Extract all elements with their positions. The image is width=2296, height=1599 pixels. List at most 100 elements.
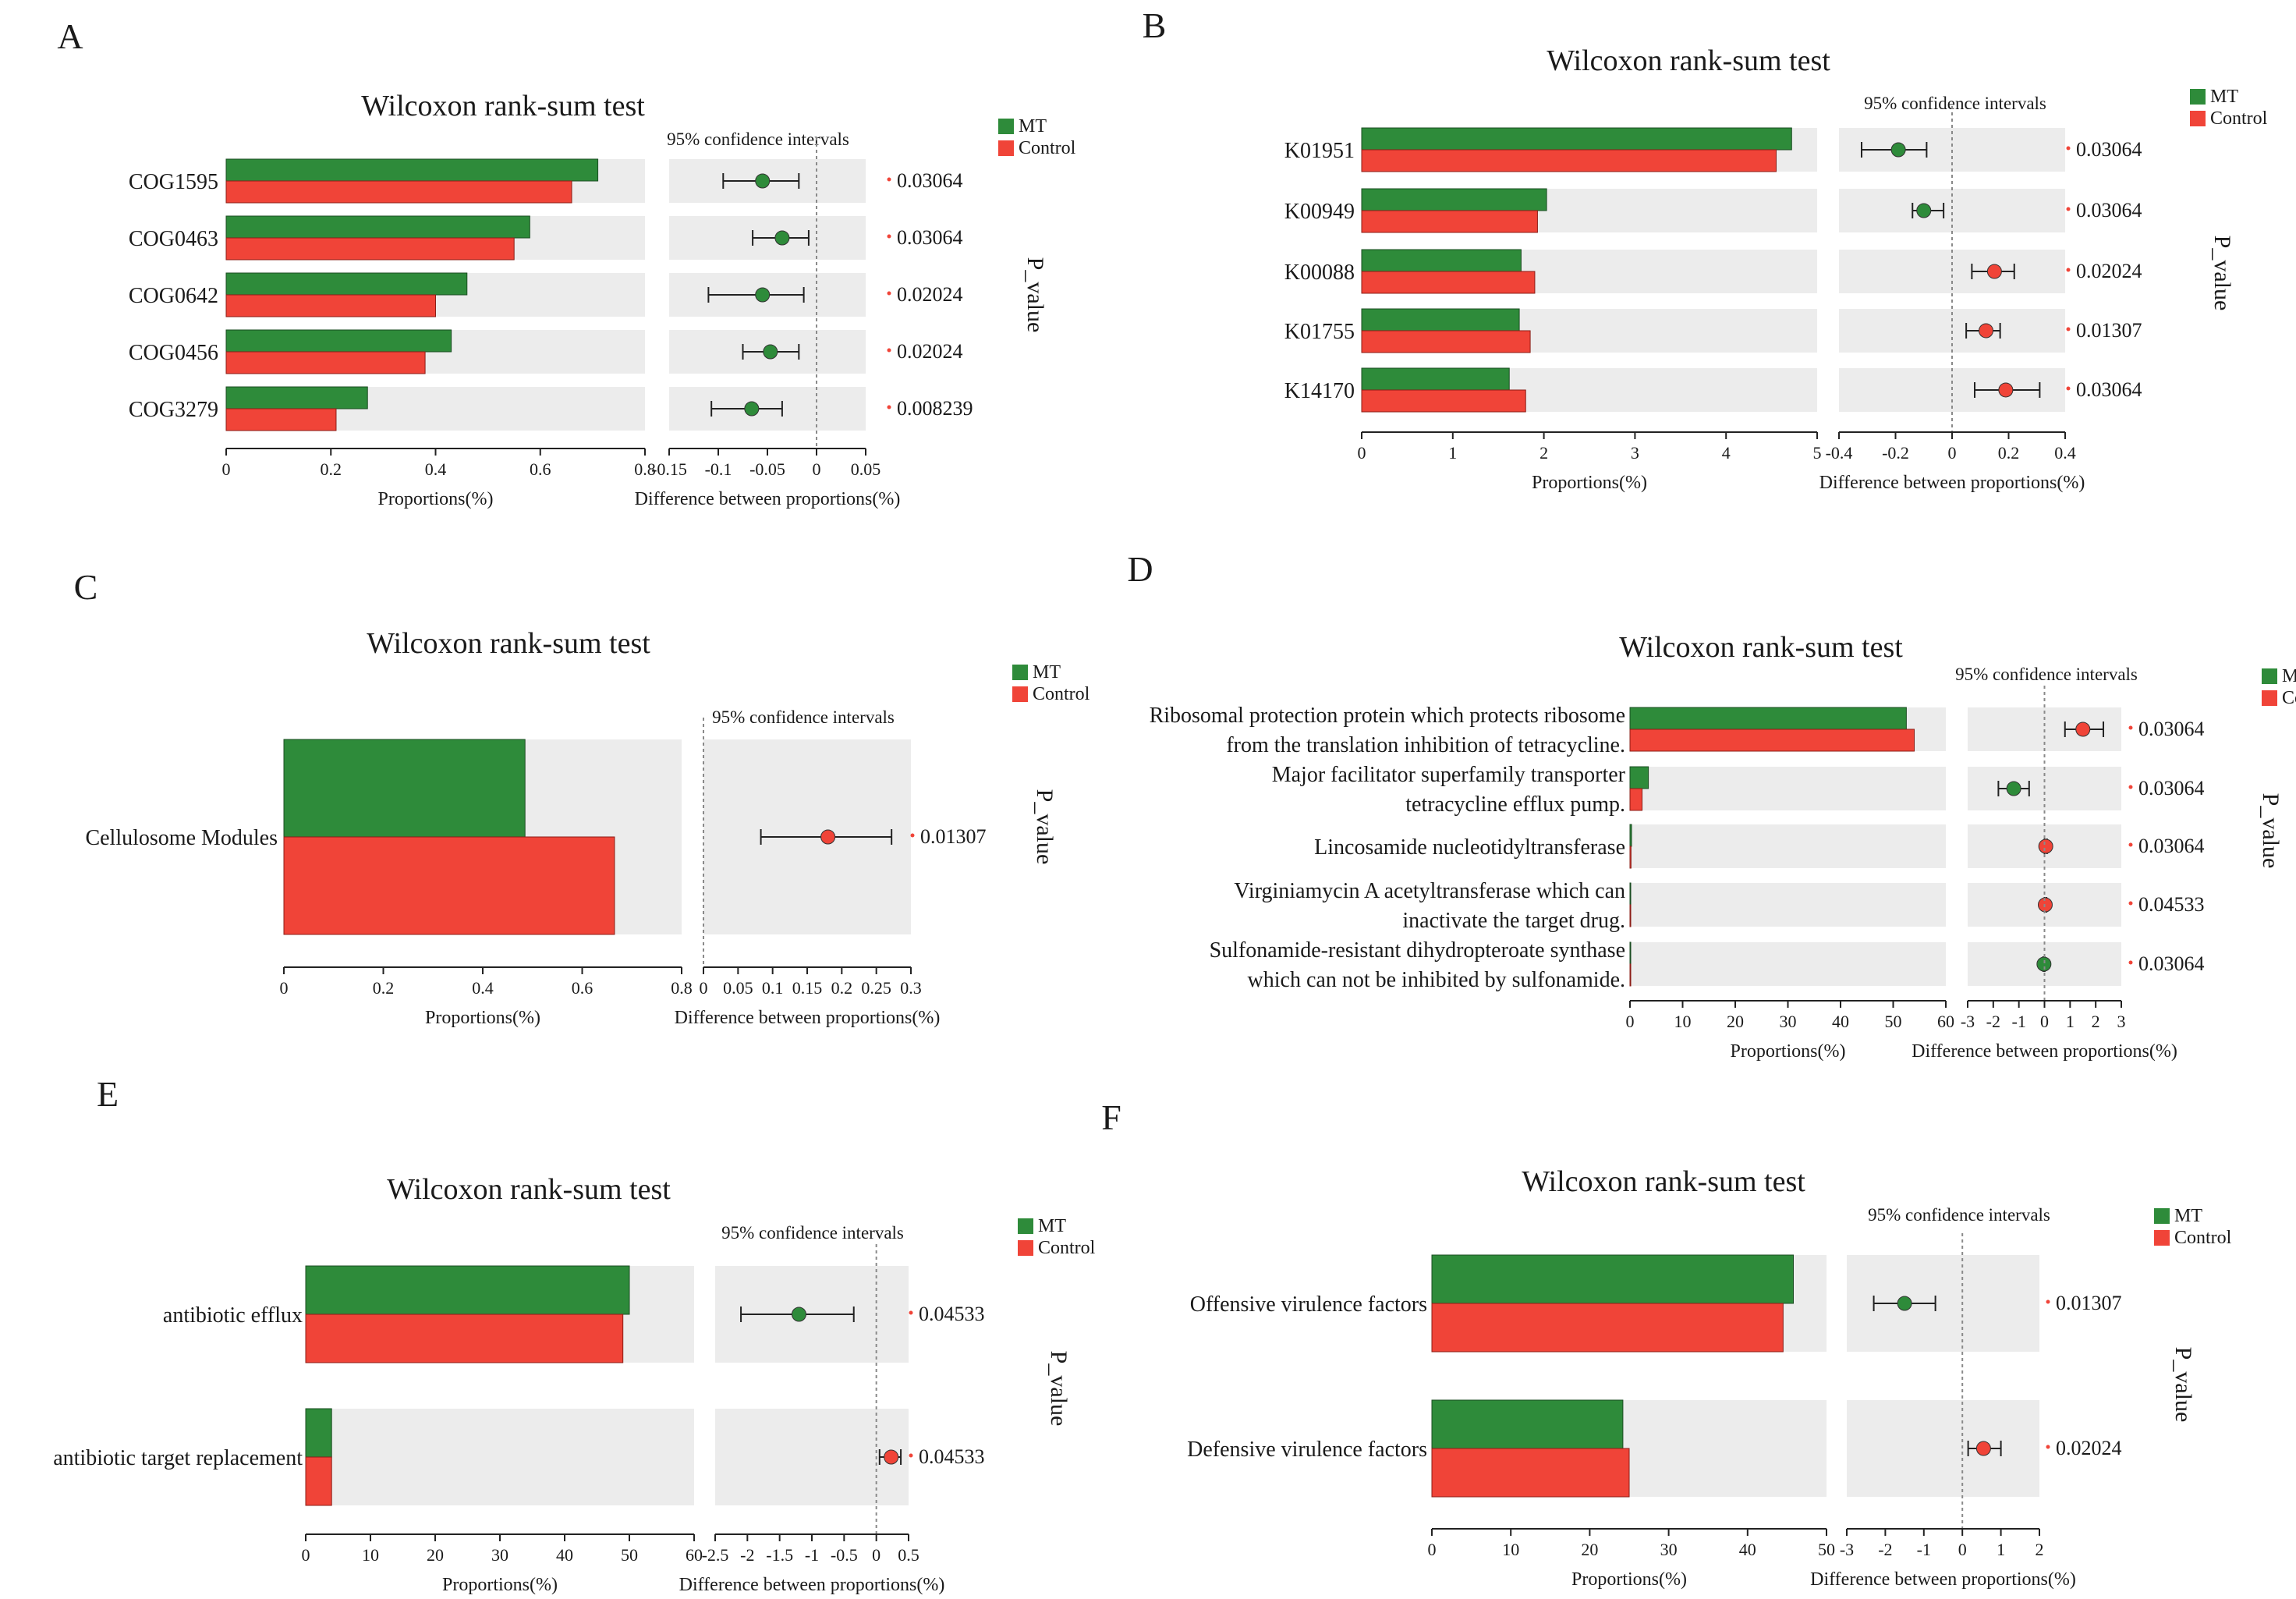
legend-label-mt: MT [2282, 666, 2296, 686]
bar-mt [225, 158, 599, 182]
legend-swatch-mt [998, 119, 1014, 134]
tick-label: 0 [222, 459, 231, 479]
difference-axis: -3 -2 -1 0 1 2 3 Difference between proportions… [1912, 1000, 2177, 1062]
p-value-marker [2128, 960, 2133, 965]
tick-label: 0 [1958, 1540, 1967, 1559]
ci-title: 95% confidence intervals [721, 1223, 904, 1243]
category-row: Lincosamide nucleotidyltransferase 0.0306… [1314, 824, 2205, 869]
category-label: which can not be inhibited by sulfonamid… [1248, 968, 1625, 992]
ci-point [1897, 1296, 1912, 1311]
category-row: COG0456 0.02024 [129, 329, 963, 374]
category-row: Major facilitator superfamily transporte… [1272, 763, 2205, 817]
tick-label: 0.6 [572, 978, 593, 998]
proportions-axis: 0 10 20 30 40 50 60 Proportions(%) [302, 1533, 703, 1595]
category-row: Ribosomal protection protein which prote… [1150, 704, 2205, 757]
p-value-title: P_value [2170, 1347, 2196, 1423]
tick-label: 0.1 [762, 978, 784, 998]
category-label: Lincosamide nucleotidyltransferase [1314, 835, 1625, 860]
p-value: 0.03064 [897, 226, 963, 249]
tick-label: 40 [556, 1545, 573, 1565]
ci-title: 95% confidence intervals [1955, 665, 2138, 684]
p-value-marker [2128, 785, 2133, 789]
legend-swatch-control [1012, 686, 1028, 702]
tick-label: 0 [1948, 443, 1957, 463]
legend-swatch-control [1018, 1240, 1033, 1256]
p-value-marker [887, 348, 891, 353]
category-row: antibiotic efflux 0.04533 [163, 1265, 985, 1363]
proportions-axis-title: Proportions(%) [1731, 1041, 1846, 1062]
p-value-marker [2046, 1445, 2050, 1449]
ci-point [1916, 203, 1932, 218]
tick-label: 1 [1448, 443, 1457, 463]
p-value-title: P_value [1022, 257, 1048, 333]
difference-axis-title: Difference between proportions(%) [1912, 1041, 2177, 1062]
tick-label: 0.25 [861, 978, 891, 998]
tick-label: 0.15 [792, 978, 823, 998]
bar-control [225, 408, 337, 431]
ci-point [774, 230, 790, 246]
bar-mt [1431, 1399, 1624, 1449]
tick-label: 0.6 [530, 459, 551, 479]
category-label: K01755 [1284, 320, 1355, 344]
bar-control [1431, 1303, 1784, 1353]
bar-control [1629, 963, 1632, 987]
category-label: COG1595 [129, 170, 218, 194]
category-label: K14170 [1284, 379, 1355, 403]
p-value: 0.01307 [920, 825, 987, 848]
category-label: antibiotic efflux [163, 1303, 303, 1328]
category-label: Ribosomal protection protein which prote… [1150, 704, 1625, 728]
bar-mt [1431, 1254, 1794, 1304]
bar-control [305, 1456, 332, 1506]
legend-label-control: Control [2282, 688, 2296, 708]
proportions-axis-title: Proportions(%) [442, 1575, 558, 1595]
ci-point [755, 287, 771, 303]
tick-label: 20 [427, 1545, 444, 1565]
bar-background [306, 1409, 694, 1505]
category-label: Sulfonamide-resistant dihydropteroate sy… [1210, 938, 1625, 963]
tick-label: 30 [491, 1545, 508, 1565]
chart-title: Wilcoxon rank-sum test [387, 1173, 671, 1206]
p-value: 0.03064 [897, 169, 963, 192]
tick-label: 0.05 [723, 978, 753, 998]
tick-label: 0 [1626, 1012, 1635, 1031]
legend-label-mt: MT [1033, 662, 1061, 682]
p-value: 0.03064 [2138, 952, 2205, 975]
p-value: 0.03064 [2076, 199, 2142, 222]
category-row: K14170 0.03064 [1284, 367, 2142, 413]
legend-swatch-mt [2154, 1208, 2170, 1224]
tick-label: -2 [740, 1545, 754, 1565]
tick-label: 10 [1674, 1012, 1692, 1031]
legend-swatch-mt [1012, 665, 1028, 680]
ci-point [744, 401, 760, 417]
bar-background [1630, 767, 1946, 810]
category-row: Cellulosome Modules 0.01307 [85, 739, 987, 935]
bar-control [1361, 330, 1531, 353]
bar-mt [1629, 766, 1649, 789]
ci-point [884, 1449, 899, 1465]
p-value: 0.04533 [919, 1303, 985, 1325]
tick-label: 0 [872, 1545, 880, 1565]
bar-mt [225, 329, 452, 353]
tick-label: 0.3 [900, 978, 922, 998]
bar-mt [1629, 941, 1632, 965]
ci-point [2006, 781, 2021, 796]
category-label: Major facilitator superfamily transporte… [1272, 763, 1626, 787]
p-value-marker [887, 234, 891, 239]
tick-label: 60 [686, 1545, 703, 1565]
tick-label: 1 [2066, 1012, 2075, 1031]
ci-point [763, 344, 778, 360]
tick-label: 0.4 [2054, 443, 2076, 463]
bar-background [1630, 824, 1946, 868]
panel-letter: B [1143, 5, 1167, 45]
ci-point [791, 1306, 806, 1322]
ci-title: 95% confidence intervals [1868, 1205, 2050, 1225]
p-value: 0.01307 [2076, 319, 2142, 342]
legend-label-mt: MT [1038, 1216, 1066, 1236]
tick-label: -0.5 [831, 1545, 858, 1565]
difference-axis: -0.15 -0.1 -0.05 0 0.05 Difference between pr… [635, 448, 900, 509]
difference-axis: -3 -2 -1 0 1 2 Difference between proportions(… [1810, 1528, 2076, 1590]
legend-label-control: Control [2210, 108, 2268, 129]
bar-control [225, 180, 572, 204]
proportions-axis-title: Proportions(%) [1532, 473, 1647, 493]
